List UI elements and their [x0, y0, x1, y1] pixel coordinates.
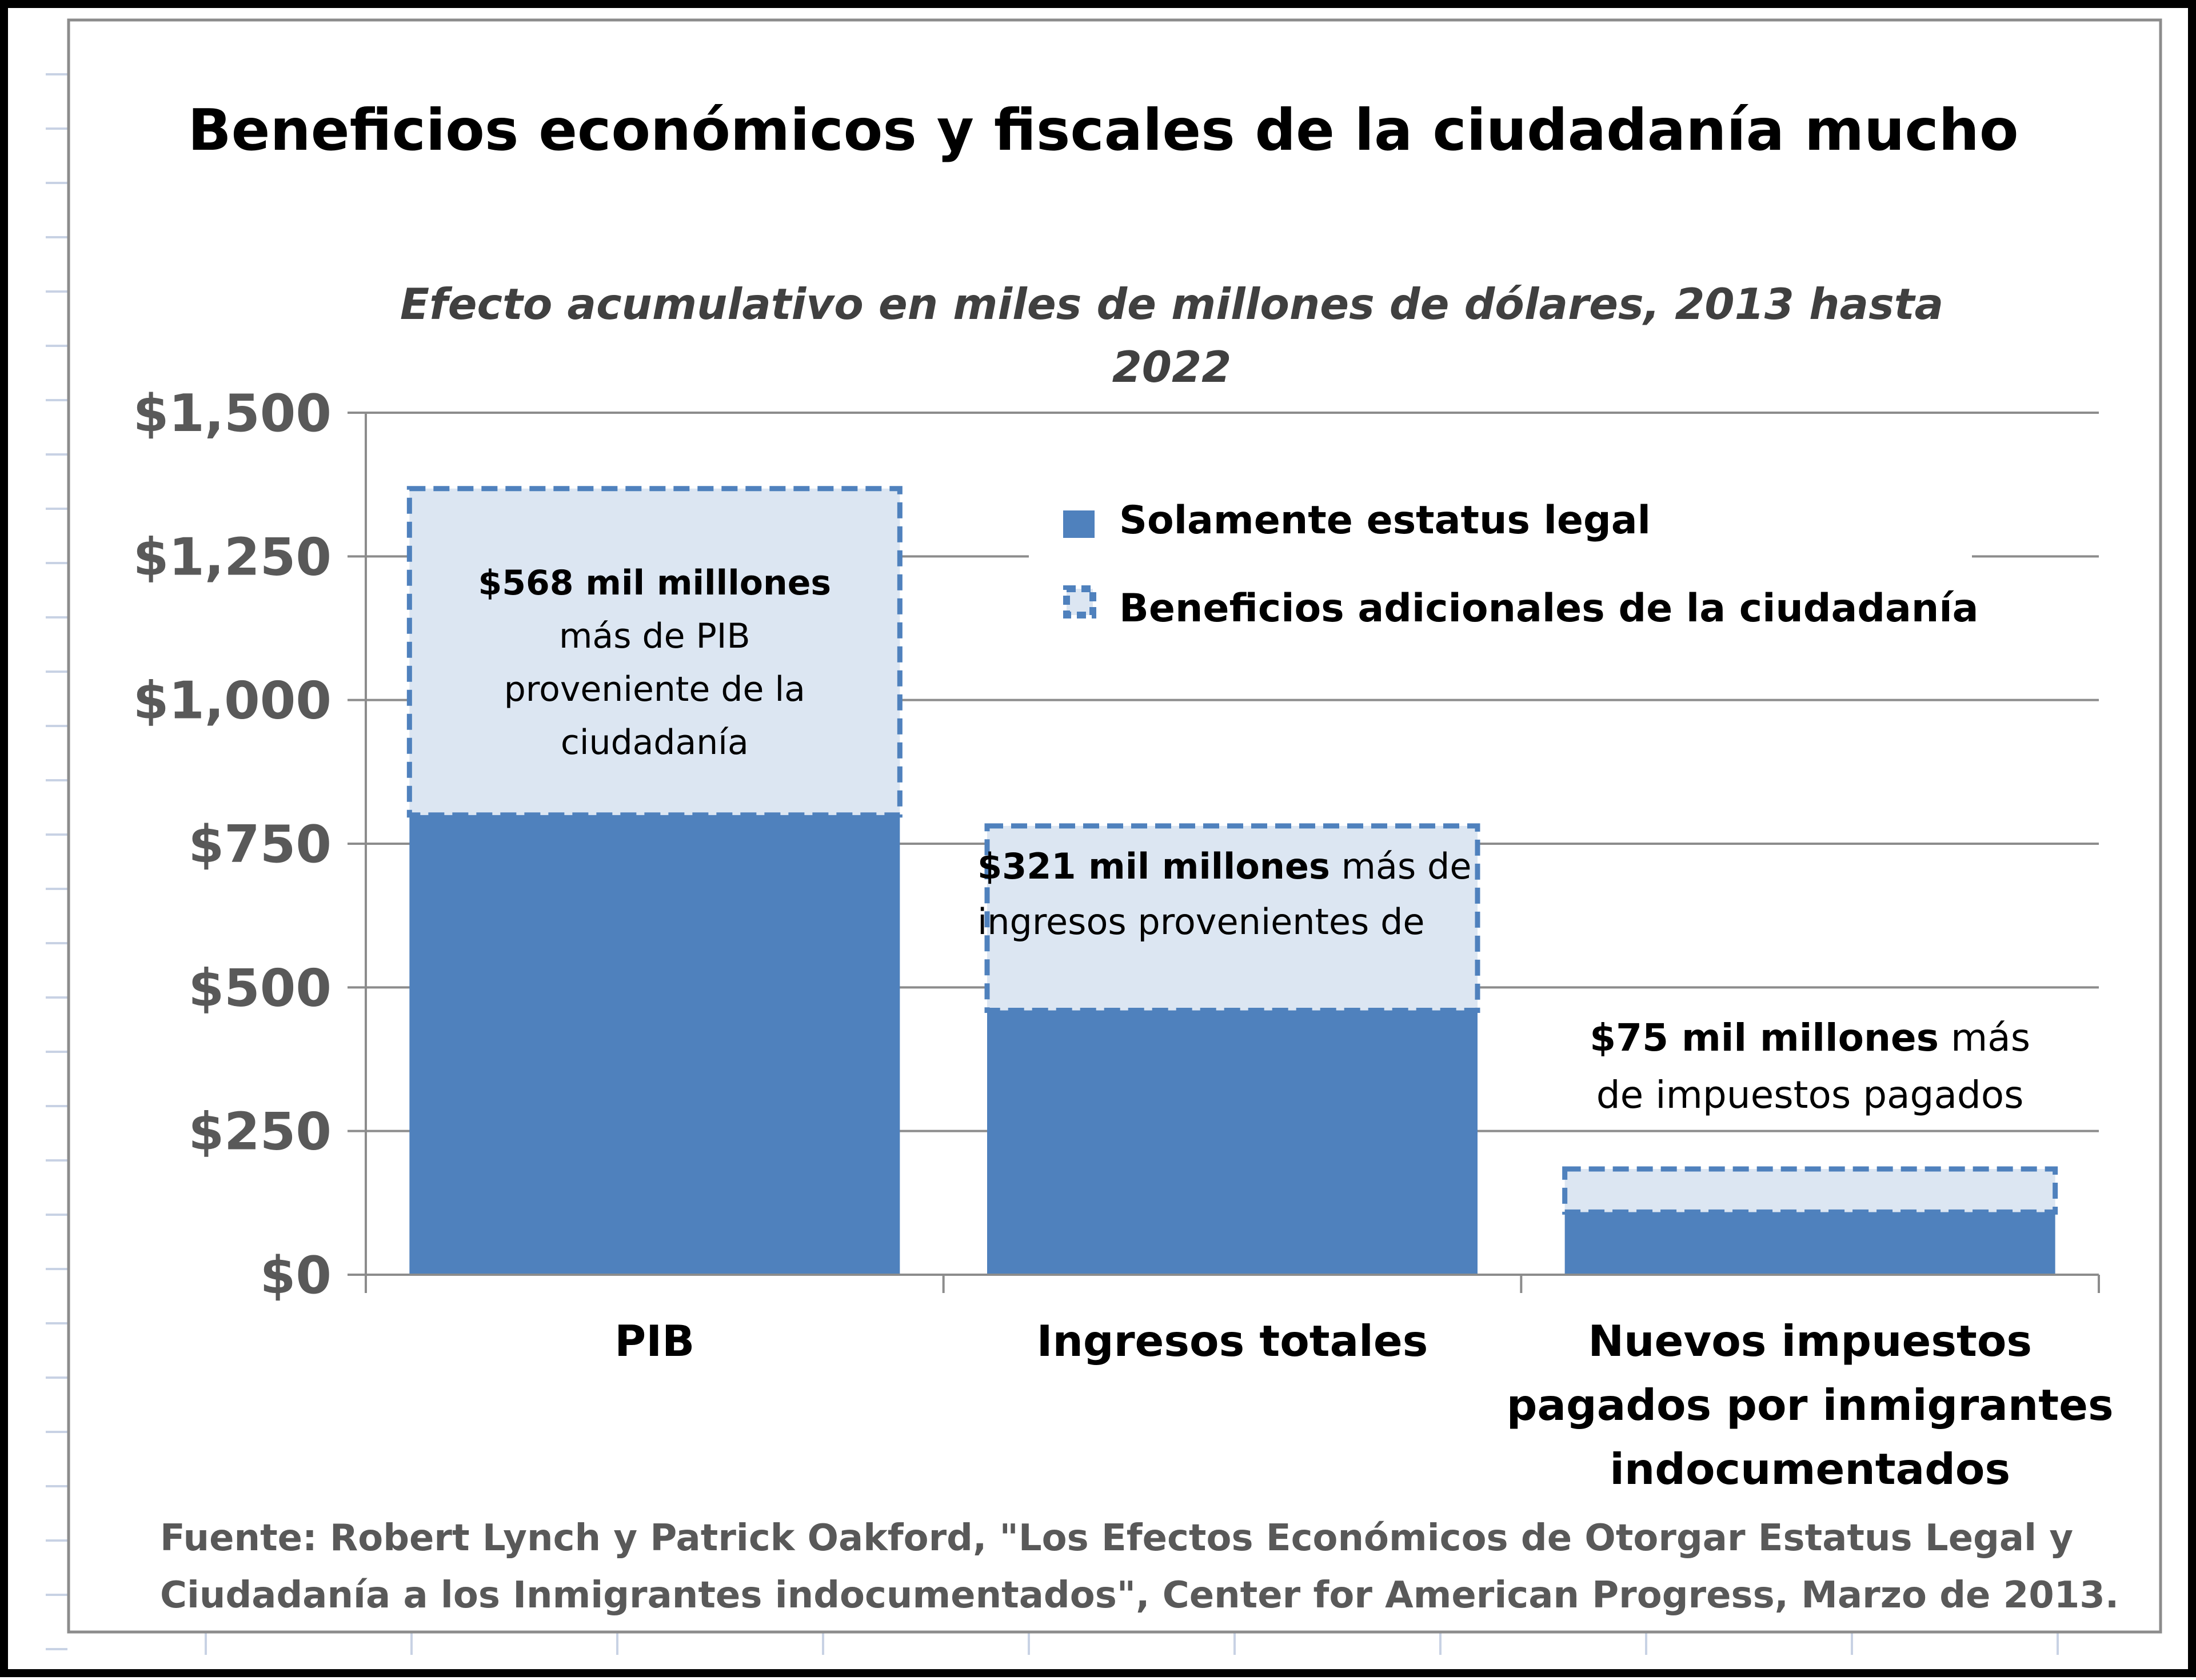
legend-label-citizenship: Beneficios adicionales de la ciudadanía [1119, 586, 1979, 631]
bar-annotation-line: más de PIB [559, 616, 750, 656]
bar-annotation-heading: $321 mil millones más de [977, 845, 1472, 887]
axes [365, 413, 2100, 1293]
bar-legal-1 [987, 1010, 1478, 1275]
bar-citizenship-0 [406, 486, 903, 818]
bar-annotation-line: ciudadanía [561, 723, 749, 763]
bar-annotation-heading: $568 mil milllones [478, 563, 832, 603]
y-tick-label: $1,500 [133, 384, 332, 444]
bar-citizenship-1 [984, 823, 1480, 1013]
x-category-label: Nuevos impuestos [1588, 1316, 2032, 1366]
y-tick-label: $500 [189, 958, 332, 1018]
x-category-label: Ingresos totales [1037, 1316, 1428, 1366]
x-category-label: pagados por inmigrantes [1507, 1380, 2114, 1430]
bar-annotation-line: proveniente de la [504, 669, 805, 709]
y-tick-label: $1,250 [133, 527, 332, 587]
y-tick-label: $1,000 [133, 671, 332, 731]
bar-legal-0 [409, 815, 900, 1275]
legend-label-legal: Solamente estatus legal [1119, 498, 1651, 543]
y-tick-label: $750 [189, 815, 332, 875]
legend: Solamente estatus legal Beneficios adici… [1029, 489, 1979, 649]
x-axis-labels: PIB Ingresos totales Nuevos impuestos pagad… [614, 1316, 2113, 1494]
bar-annotation-heading: $75 mil millones más [1590, 1016, 2030, 1060]
chart-subtitle-line-1: Efecto acumulativo en miles de millones … [400, 279, 1943, 329]
x-category-label: PIB [614, 1316, 694, 1366]
y-axis-ticks: $0 $250 $500 $750 $1,000 $1,250 $1,500 [133, 384, 366, 1306]
y-tick-label: $250 [189, 1102, 332, 1162]
x-category-label: indocumentados [1610, 1444, 2010, 1494]
bar-citizenship-2 [1562, 1166, 2058, 1215]
bar-annotation-line: de impuestos pagados [1596, 1073, 2024, 1117]
bar-annotations: $568 mil milllones más de PIB proveniente … [478, 563, 2031, 1117]
chart-subtitle-line-2: 2022 [1112, 342, 1232, 392]
legend-background [1029, 489, 1972, 649]
bar-annotation-line: ingresos provenientes de [977, 901, 1425, 943]
source-line-2: Ciudadanía a los Inmigrantes indocumenta… [160, 1574, 2119, 1617]
bars [406, 486, 2058, 1275]
legend-swatch-solid [1063, 510, 1095, 538]
source-line-1: Fuente: Robert Lynch y Patrick Oakford, … [160, 1517, 2073, 1559]
legend-swatch-dashed [1063, 585, 1096, 618]
chart-title: Beneficios económicos y fiscales de la c… [187, 97, 2018, 163]
spreadsheet-gridlines [46, 73, 2059, 1655]
y-tick-label: $0 [260, 1246, 332, 1306]
bar-legal-2 [1564, 1212, 2055, 1275]
